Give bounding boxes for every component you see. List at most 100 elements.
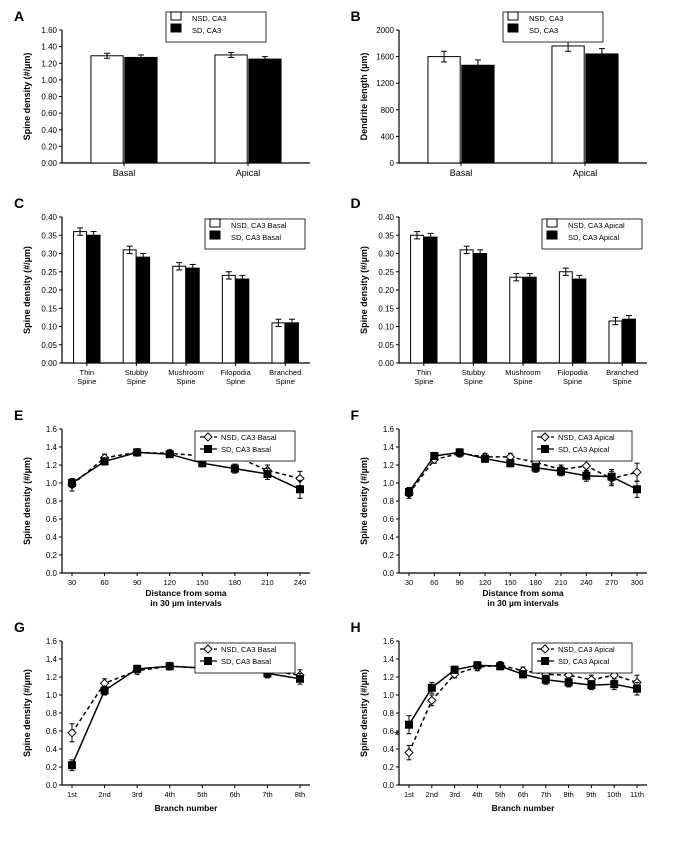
svg-text:Stubby: Stubby — [125, 368, 149, 377]
svg-text:0.2: 0.2 — [382, 551, 394, 560]
svg-text:0.0: 0.0 — [46, 569, 58, 578]
svg-text:Spine density (#/µm): Spine density (#/µm) — [359, 246, 369, 334]
svg-text:0.15: 0.15 — [41, 304, 57, 313]
panel-label-E: E — [14, 407, 23, 423]
svg-text:0.4: 0.4 — [46, 533, 58, 542]
svg-text:Spine: Spine — [463, 377, 482, 386]
svg-text:240: 240 — [294, 578, 307, 587]
svg-text:240: 240 — [580, 578, 593, 587]
svg-text:Distance from soma: Distance from soma — [482, 588, 564, 598]
svg-text:2nd: 2nd — [98, 790, 111, 799]
svg-text:0.60: 0.60 — [41, 109, 57, 118]
svg-text:0.20: 0.20 — [378, 286, 394, 295]
svg-text:90: 90 — [133, 578, 141, 587]
svg-text:0.2: 0.2 — [46, 763, 58, 772]
svg-text:Filopodia: Filopodia — [220, 368, 251, 377]
panel-H: H0.00.20.40.60.81.01.21.41.6Spine densit… — [347, 621, 664, 821]
svg-text:Thin: Thin — [416, 368, 431, 377]
svg-text:Basal: Basal — [449, 168, 472, 178]
panel-A: A0.000.200.400.600.801.001.201.401.60Spi… — [10, 10, 327, 185]
svg-text:0.20: 0.20 — [41, 286, 57, 295]
svg-text:8th: 8th — [563, 790, 573, 799]
svg-text:Spine density (#/µm): Spine density (#/µm) — [22, 669, 32, 757]
svg-text:210: 210 — [554, 578, 567, 587]
svg-text:1st: 1st — [403, 790, 414, 799]
svg-text:Spine density (#/µm): Spine density (#/µm) — [22, 246, 32, 334]
svg-text:0.4: 0.4 — [46, 745, 58, 754]
svg-text:1.6: 1.6 — [382, 425, 394, 434]
svg-text:0.4: 0.4 — [382, 745, 394, 754]
svg-text:2nd: 2nd — [425, 790, 438, 799]
svg-text:1.4: 1.4 — [382, 443, 394, 452]
svg-text:1.00: 1.00 — [41, 76, 57, 85]
svg-text:SD, CA3 Basal: SD, CA3 Basal — [221, 657, 271, 666]
svg-text:0.80: 0.80 — [41, 93, 57, 102]
panel-label-B: B — [351, 8, 361, 24]
svg-text:0.35: 0.35 — [41, 231, 57, 240]
svg-text:Spine: Spine — [176, 377, 195, 386]
panel-label-A: A — [14, 8, 24, 24]
svg-text:1.0: 1.0 — [46, 691, 58, 700]
svg-text:0.2: 0.2 — [382, 763, 394, 772]
svg-text:SD, CA3: SD, CA3 — [529, 26, 558, 35]
svg-text:Branch number: Branch number — [155, 803, 219, 813]
svg-text:8th: 8th — [295, 790, 305, 799]
svg-text:0.30: 0.30 — [378, 250, 394, 259]
svg-text:0: 0 — [389, 159, 394, 168]
svg-text:Spine: Spine — [563, 377, 582, 386]
panel-label-G: G — [14, 619, 25, 635]
svg-text:0.8: 0.8 — [46, 497, 58, 506]
svg-text:11th: 11th — [629, 790, 643, 799]
svg-text:Stubby: Stubby — [461, 368, 485, 377]
svg-text:NSD, CA3: NSD, CA3 — [192, 14, 227, 23]
svg-text:120: 120 — [163, 578, 176, 587]
svg-text:Spine: Spine — [127, 377, 146, 386]
svg-text:7th: 7th — [540, 790, 550, 799]
svg-text:Spine: Spine — [414, 377, 433, 386]
svg-text:*: * — [394, 727, 400, 743]
panel-D: D0.000.050.100.150.200.250.300.350.40Spi… — [347, 197, 664, 397]
svg-text:60: 60 — [430, 578, 438, 587]
svg-text:0.10: 0.10 — [378, 323, 394, 332]
panel-label-C: C — [14, 195, 24, 211]
svg-text:0.30: 0.30 — [41, 250, 57, 259]
svg-text:0.6: 0.6 — [382, 727, 394, 736]
svg-text:1.0: 1.0 — [382, 691, 394, 700]
svg-text:Basal: Basal — [113, 168, 136, 178]
svg-text:1.2: 1.2 — [382, 461, 394, 470]
svg-text:Branched: Branched — [606, 368, 638, 377]
svg-text:30: 30 — [404, 578, 412, 587]
svg-text:300: 300 — [630, 578, 643, 587]
svg-text:0.25: 0.25 — [378, 268, 394, 277]
svg-text:0.4: 0.4 — [382, 533, 394, 542]
svg-text:1200: 1200 — [376, 79, 394, 88]
svg-text:SD, CA3 Apical: SD, CA3 Apical — [558, 657, 610, 666]
svg-text:NSD, CA3 Apical: NSD, CA3 Apical — [558, 645, 615, 654]
svg-text:0.35: 0.35 — [378, 231, 394, 240]
svg-text:180: 180 — [529, 578, 542, 587]
svg-text:4th: 4th — [164, 790, 174, 799]
svg-text:0.00: 0.00 — [41, 159, 57, 168]
svg-text:0.8: 0.8 — [46, 709, 58, 718]
svg-text:Branch number: Branch number — [491, 803, 555, 813]
svg-text:270: 270 — [605, 578, 618, 587]
svg-text:Branched: Branched — [269, 368, 301, 377]
svg-text:SD, CA3 Basal: SD, CA3 Basal — [231, 233, 281, 242]
svg-text:1.2: 1.2 — [46, 461, 58, 470]
svg-text:0.6: 0.6 — [46, 727, 58, 736]
svg-text:6th: 6th — [517, 790, 527, 799]
svg-text:1.6: 1.6 — [382, 637, 394, 646]
svg-text:SD, CA3 Apical: SD, CA3 Apical — [558, 445, 610, 454]
figure-grid: A0.000.200.400.600.801.001.201.401.60Spi… — [10, 10, 663, 821]
svg-text:0.8: 0.8 — [382, 497, 394, 506]
svg-text:Apical: Apical — [572, 168, 597, 178]
svg-text:3rd: 3rd — [449, 790, 460, 799]
svg-text:60: 60 — [100, 578, 108, 587]
panel-G: G0.00.20.40.60.81.01.21.41.6Spine densit… — [10, 621, 327, 821]
svg-text:Filopodia: Filopodia — [557, 368, 588, 377]
svg-text:Spine: Spine — [513, 377, 532, 386]
panel-C: C0.000.050.100.150.200.250.300.350.40Spi… — [10, 197, 327, 397]
svg-text:9th: 9th — [586, 790, 596, 799]
svg-text:Mushroom: Mushroom — [505, 368, 540, 377]
svg-text:1st: 1st — [67, 790, 78, 799]
